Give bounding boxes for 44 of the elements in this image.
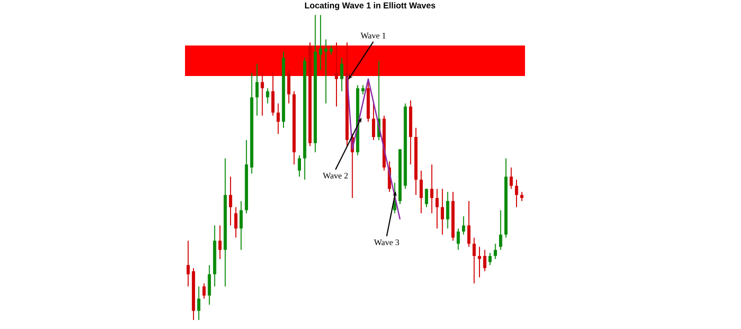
candlestick [197,286,200,320]
candlestick [372,102,376,141]
candlestick [202,282,206,300]
candlestick [234,206,238,238]
candlestick [483,249,486,272]
candlestick [276,102,280,134]
candlestick [446,191,450,229]
candlestick [334,42,338,107]
candlestick [340,57,344,92]
candlestick [424,188,428,208]
candlestick [255,63,259,116]
candlestick [298,154,301,178]
candlestick [330,44,333,56]
candlestick [478,246,482,278]
annotation: Wave 3 [374,239,400,246]
candlestick [494,243,497,260]
candlestick [271,72,275,116]
candlestick [510,167,513,190]
candlestick [472,237,476,284]
candlestick [260,72,264,116]
candlestick [440,188,444,236]
candlestick [218,224,222,260]
annotation: Wave 1 [360,32,386,38]
candlestick [499,210,502,250]
candlestick [287,69,290,104]
candlestick [228,176,232,226]
candlestick [420,170,423,214]
candlestick [266,88,270,104]
candlestick [186,240,190,287]
candlestick [456,228,460,250]
candlestick [318,14,322,70]
candlestick [436,188,439,229]
candlestick [208,264,211,306]
chart-title: Locating Wave 1 in Elliott Waves [305,2,436,10]
candlestick [514,179,518,208]
candlestick [240,200,243,250]
candlestick [324,38,328,104]
candlestick [462,216,466,236]
annotation: Wave 2 [322,172,348,179]
candlestick [467,200,470,248]
candlestick [361,84,365,95]
candlestick [430,164,434,214]
candlestick [488,252,492,266]
candlestick [520,191,524,202]
